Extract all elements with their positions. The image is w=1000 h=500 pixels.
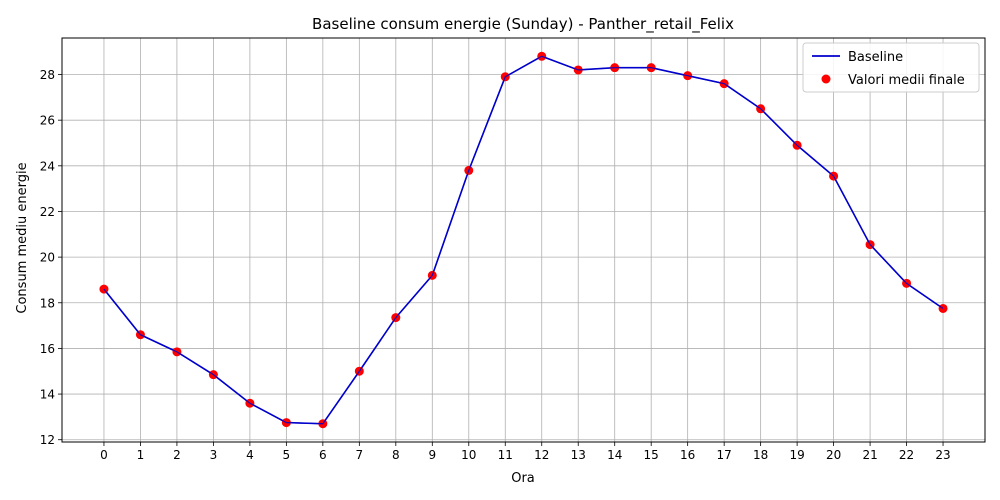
x-tick-label: 17 [717,448,732,462]
x-tick-label: 11 [498,448,513,462]
x-tick-label: 18 [753,448,768,462]
y-tick-label: 22 [40,205,55,219]
legend-marker-swatch [821,74,831,84]
x-tick-label: 4 [246,448,254,462]
legend-box [802,42,980,93]
series-line-baseline-overlay [103,55,944,425]
x-tick-label: 12 [534,448,549,462]
y-tick-label: 12 [40,433,55,447]
x-tick-label: 9 [428,448,436,462]
grid-lines [62,38,985,442]
x-tick-label: 1 [137,448,145,462]
legend-entry-baseline: Baseline [848,50,903,65]
x-tick-label: 19 [789,448,804,462]
y-tick-label: 14 [40,388,55,402]
x-tick-label: 8 [392,448,400,462]
y-tick-label: 16 [40,342,55,356]
x-tick-label: 14 [607,448,622,462]
plot-frame [61,37,986,443]
x-tick-label: 13 [571,448,586,462]
x-tick-label: 6 [319,448,327,462]
x-tick-label: 3 [210,448,218,462]
x-tick-label: 2 [173,448,181,462]
series-layer [99,51,948,429]
x-tick-label: 21 [862,448,877,462]
axis-ticks: 0 1 2 3 4 5 6 7 8 9 10 11 12 13 14 15 16 17 18 19 20 21 22 2312… [40,68,951,462]
x-tick-label: 10 [461,448,476,462]
x-tick-label: 0 [100,448,108,462]
x-tick-label: 15 [644,448,659,462]
x-tick-label: 23 [935,448,950,462]
y-tick-label: 20 [40,251,55,265]
legend: Baseline Valori medii finale [802,42,980,93]
x-tick-label: 16 [680,448,695,462]
y-tick-label: 28 [40,68,55,82]
y-axis-label: Consum mediu energie [15,162,30,313]
y-tick-label: 18 [40,296,55,310]
chart-title: Baseline consum energie (Sunday) - Panth… [312,15,734,34]
x-tick-label: 22 [899,448,914,462]
legend-entry-valori-medii-finale: Valori medii finale [848,73,965,88]
x-tick-label: 20 [826,448,841,462]
x-axis-label: Ora [511,471,535,486]
y-tick-label: 26 [40,114,55,128]
x-tick-label: 7 [356,448,364,462]
x-tick-label: 5 [283,448,291,462]
y-tick-label: 24 [40,159,55,173]
